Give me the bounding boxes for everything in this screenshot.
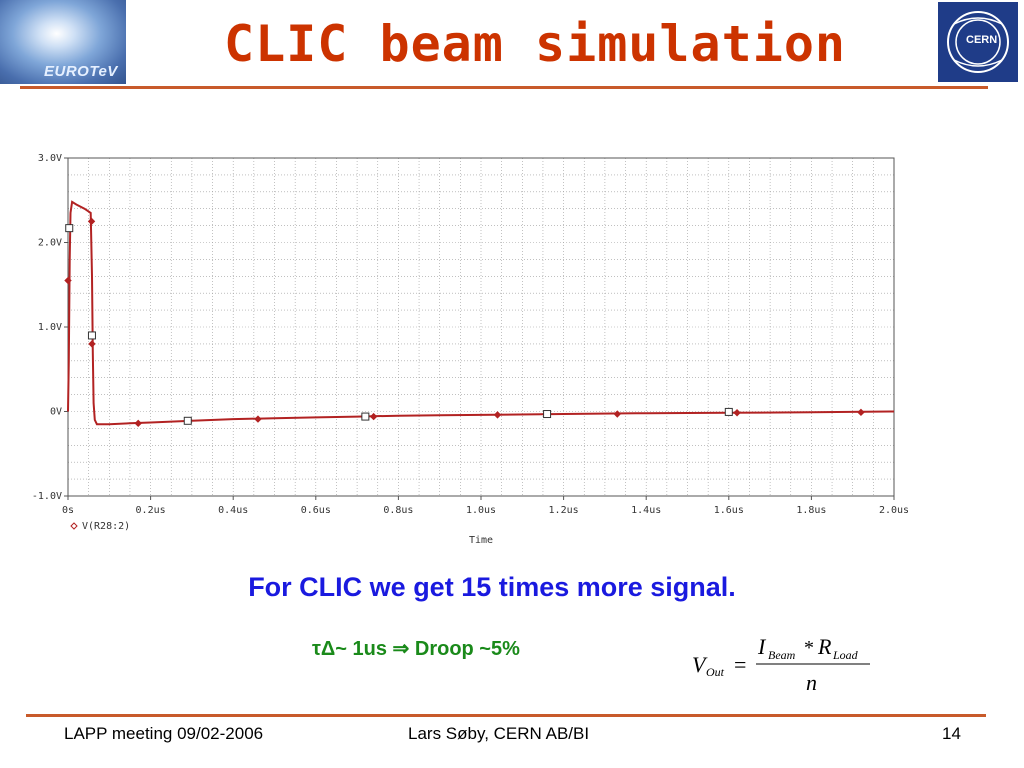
data-marker-square bbox=[65, 224, 74, 233]
formula-equals: = bbox=[734, 652, 746, 677]
series-line-vr28 bbox=[67, 200, 895, 426]
legend-marker bbox=[70, 522, 78, 530]
eurotev-logo-text: EUROTeV bbox=[44, 63, 118, 80]
footer-meeting: LAPP meeting 09/02-2006 bbox=[64, 724, 264, 743]
title-divider bbox=[20, 86, 988, 89]
data-marker-diamond bbox=[88, 340, 96, 348]
formula-num-b: R bbox=[817, 634, 832, 659]
droop-statement: τΔ~ 1us ⇒ Droop ~5% bbox=[312, 638, 520, 660]
data-marker-square bbox=[361, 412, 370, 421]
formula-denominator: n bbox=[806, 670, 817, 695]
y-tick-label: 0V bbox=[50, 407, 62, 418]
formula-num-a: I bbox=[757, 634, 767, 659]
x-tick-label: 1.6us bbox=[714, 505, 744, 516]
cern-logo-text: CERN bbox=[966, 34, 998, 46]
x-tick-label: 1.8us bbox=[796, 505, 826, 516]
data-marker-diamond bbox=[254, 415, 262, 423]
data-marker-square bbox=[724, 407, 733, 416]
legend-label: V(R28:2) bbox=[82, 521, 130, 532]
x-tick-label: 0.8us bbox=[383, 505, 413, 516]
y-tick-label: 1.0V bbox=[38, 322, 62, 333]
formula-num-b-sub: Load bbox=[832, 648, 859, 662]
data-marker-square bbox=[87, 331, 96, 340]
y-tick-label: 2.0V bbox=[38, 238, 62, 249]
x-tick-label: 1.0us bbox=[466, 505, 496, 516]
x-axis-label: Time bbox=[469, 535, 493, 546]
cern-ring-icon bbox=[947, 11, 1009, 73]
formula-num-op: * bbox=[804, 637, 814, 659]
x-tick-label: 2.0us bbox=[879, 505, 909, 516]
voltage-plot: -1.0V 0V 1.0V 2.0V 3.0V 0s 0.2us 0.4us 0.6us 0.8u… bbox=[32, 153, 909, 546]
data-marker-diamond bbox=[64, 276, 72, 285]
slide-title: CLIC beam simulation bbox=[223, 15, 847, 73]
data-marker-diamond bbox=[857, 408, 865, 417]
cern-logo: CERN bbox=[938, 2, 1018, 82]
signal-message: For CLIC we get 15 times more signal. bbox=[248, 572, 736, 602]
formula-lhs: V bbox=[692, 652, 708, 677]
x-tick-label: 1.4us bbox=[631, 505, 661, 516]
data-marker-square bbox=[183, 416, 192, 425]
x-tick-label: 0.6us bbox=[301, 505, 331, 516]
vout-formula: V Out = I Beam * R Load n bbox=[692, 634, 870, 695]
eurotev-logo: EUROTeV bbox=[0, 0, 126, 84]
data-marker-diamond bbox=[134, 419, 142, 428]
y-tick-label: -1.0V bbox=[32, 491, 62, 502]
y-tick-label: 3.0V bbox=[38, 153, 62, 164]
data-marker-diamond bbox=[369, 412, 378, 421]
formula-lhs-sub: Out bbox=[706, 665, 725, 679]
x-tick-label: 1.2us bbox=[549, 505, 579, 516]
formula-num-a-sub: Beam bbox=[768, 648, 796, 662]
data-marker-diamond bbox=[493, 411, 502, 419]
footer-page-number: 14 bbox=[942, 724, 961, 743]
data-marker-diamond bbox=[613, 410, 621, 418]
x-tick-label: 0.4us bbox=[218, 505, 248, 516]
x-tick-label: 0.2us bbox=[136, 505, 166, 516]
data-marker-diamond bbox=[87, 217, 96, 226]
data-marker-square bbox=[543, 410, 552, 419]
data-marker-diamond bbox=[733, 409, 741, 417]
footer-divider bbox=[26, 714, 986, 717]
footer-author: Lars Søby, CERN AB/BI bbox=[408, 724, 590, 743]
x-tick-label: 0s bbox=[62, 505, 74, 516]
